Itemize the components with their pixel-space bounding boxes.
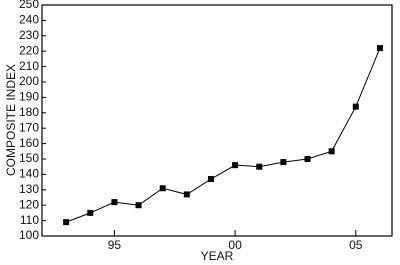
y-axis-title: COMPOSITE INDEX [4, 64, 18, 176]
y-tick-label: 140 [19, 167, 39, 181]
data-point [256, 163, 263, 170]
y-tick-label: 150 [19, 151, 39, 165]
y-tick-label: 240 [19, 13, 39, 27]
x-tick-label: 00 [228, 238, 242, 252]
data-point [232, 162, 239, 169]
x-axis-title: YEAR [201, 249, 234, 263]
data-point [63, 219, 70, 226]
data-point [111, 199, 118, 206]
data-point [280, 159, 287, 166]
y-tick-label: 210 [19, 59, 39, 73]
y-tick-label: 110 [20, 213, 39, 227]
data-point [159, 185, 166, 192]
x-tick-label: 05 [349, 238, 363, 252]
y-tick-label: 130 [19, 182, 39, 196]
data-point [376, 45, 383, 52]
data-point [87, 209, 94, 216]
data-point [304, 156, 311, 162]
y-tick-label: 160 [19, 136, 39, 150]
y-tick-label: 200 [19, 74, 39, 88]
data-point [328, 148, 335, 155]
x-tick-label: 95 [108, 238, 122, 252]
series-line [65, 47, 381, 223]
y-tick-label: 120 [19, 197, 39, 211]
y-tick-label: 170 [19, 120, 39, 134]
y-tick-label: 250 [19, 0, 39, 11]
y-tick-label: 190 [19, 90, 39, 104]
data-point [207, 176, 214, 183]
data-point [135, 202, 142, 209]
y-tick-label: 100 [19, 228, 39, 242]
y-tick-label: 180 [19, 105, 39, 119]
y-tick-label: 220 [19, 43, 39, 57]
data-point [352, 103, 359, 110]
data-point [183, 191, 190, 198]
plot-frame [41, 4, 393, 237]
y-tick-label: 230 [19, 28, 39, 42]
